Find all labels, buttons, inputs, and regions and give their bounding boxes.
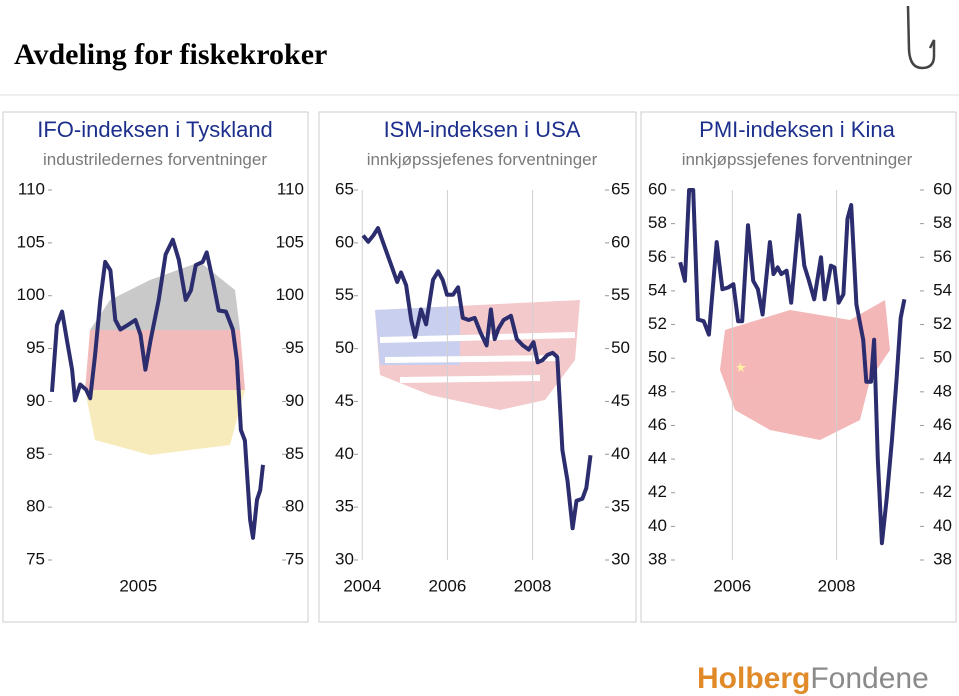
y-tick-label: 90	[26, 391, 45, 410]
usa-map	[375, 300, 580, 410]
y-tick-label: 105	[276, 232, 304, 251]
y-tick-label: 40	[611, 444, 630, 463]
logo-part: Fondene	[810, 662, 928, 695]
y-tick-label: 44	[648, 449, 667, 468]
y-tick-label: 60	[611, 232, 630, 251]
y-tick-label: 55	[611, 285, 630, 304]
chart-title: PMI-indeksen i Kina	[699, 117, 895, 142]
chart-subtitle: innkjøpssjefenes forventninger	[682, 150, 913, 169]
y-tick-label: 58	[648, 213, 667, 232]
y-tick-label: 100	[17, 285, 45, 304]
y-tick-label: 46	[648, 415, 667, 434]
y-tick-label: 95	[285, 338, 304, 357]
y-tick-label: 30	[335, 549, 354, 568]
y-tick-label: 40	[335, 444, 354, 463]
y-tick-label: 54	[648, 280, 667, 299]
y-tick-label: 42	[933, 482, 952, 501]
y-tick-label: 50	[611, 338, 630, 357]
data-line	[678, 188, 907, 546]
germany-map	[85, 262, 245, 455]
y-tick-label: 80	[26, 497, 45, 516]
y-tick-label: 65	[611, 179, 630, 198]
x-tick-label: 2005	[119, 576, 157, 595]
y-tick-label: 100	[276, 285, 304, 304]
y-tick-label: 35	[611, 497, 630, 516]
panel	[2, 111, 309, 623]
china-map	[720, 300, 890, 440]
y-tick-label: 90	[285, 391, 304, 410]
chart-title: ISM-indeksen i USA	[384, 117, 581, 142]
y-tick-label: 50	[648, 348, 667, 367]
y-tick-label: 44	[933, 449, 952, 468]
logo-part: Holberg	[697, 662, 810, 695]
y-tick-label: 42	[648, 482, 667, 501]
x-tick-label: 2006	[429, 576, 467, 595]
y-tick-label: 105	[17, 232, 45, 251]
y-tick-label: 52	[933, 314, 952, 333]
y-tick-label: 85	[285, 444, 304, 463]
y-tick-label: 40	[933, 516, 952, 535]
data-line	[361, 226, 593, 531]
y-tick-label: 58	[933, 213, 952, 232]
x-tick-label: 2004	[343, 576, 381, 595]
panel	[640, 111, 957, 623]
chart-title: IFO-indeksen i Tyskland	[37, 117, 273, 142]
y-tick-label: 75	[26, 549, 45, 568]
slide-title: Avdeling for fiskekroker	[14, 38, 327, 71]
y-tick-label: 38	[933, 549, 952, 568]
chart-subtitle: industriledernes forventninger	[43, 150, 267, 169]
y-tick-label: 48	[648, 381, 667, 400]
y-tick-label: 50	[933, 348, 952, 367]
y-tick-label: 56	[933, 247, 952, 266]
y-tick-label: 110	[18, 179, 45, 198]
y-tick-label: 45	[611, 391, 630, 410]
y-tick-label: 75	[285, 549, 304, 568]
y-tick-label: 52	[648, 314, 667, 333]
x-tick-label: 2008	[818, 576, 856, 595]
y-tick-label: 85	[26, 444, 45, 463]
x-tick-label: 2008	[514, 576, 552, 595]
chart-subtitle: innkjøpssjefenes forventninger	[367, 150, 598, 169]
y-tick-label: 40	[648, 516, 667, 535]
logo: HolbergFondene	[697, 662, 929, 695]
hook-icon	[906, 5, 936, 70]
y-tick-label: 60	[933, 179, 952, 198]
y-tick-label: 65	[335, 179, 354, 198]
y-tick-label: 110	[277, 179, 304, 198]
y-tick-label: 48	[933, 381, 952, 400]
data-line	[50, 237, 265, 540]
y-tick-label: 56	[648, 247, 667, 266]
x-tick-label: 2006	[713, 576, 751, 595]
y-tick-label: 95	[26, 338, 45, 357]
y-tick-label: 54	[933, 280, 952, 299]
panel	[318, 111, 637, 623]
y-tick-label: 38	[648, 549, 667, 568]
y-tick-label: 45	[335, 391, 354, 410]
y-tick-label: 30	[611, 549, 630, 568]
y-tick-label: 55	[335, 285, 354, 304]
y-tick-label: 46	[933, 415, 952, 434]
y-tick-label: 60	[648, 179, 667, 198]
y-tick-label: 80	[285, 497, 304, 516]
y-tick-label: 50	[335, 338, 354, 357]
y-tick-label: 35	[335, 497, 354, 516]
y-tick-label: 60	[335, 232, 354, 251]
